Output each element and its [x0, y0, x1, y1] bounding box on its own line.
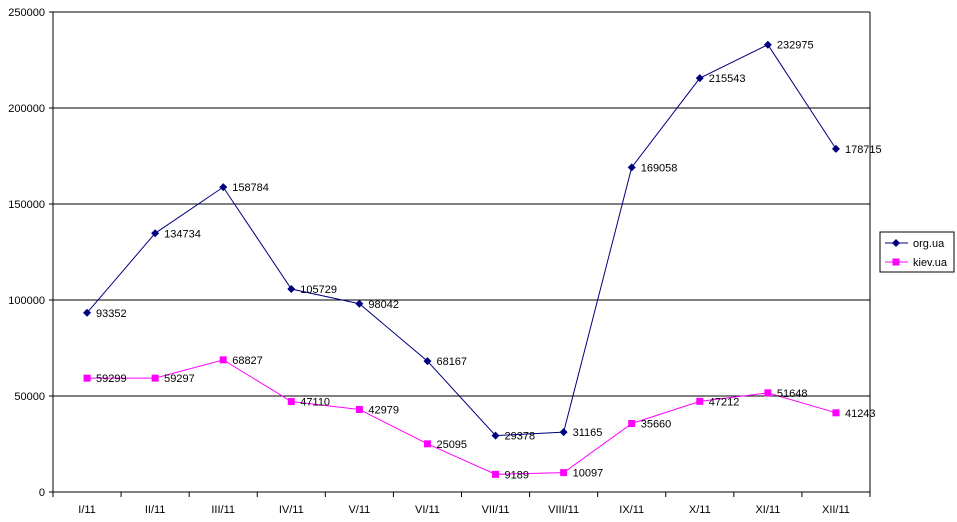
data-point-org.ua	[151, 229, 160, 238]
x-tick-label: V/11	[348, 504, 370, 516]
data-label-kiev.ua: 47212	[709, 396, 740, 408]
data-point-org.ua	[355, 299, 364, 308]
data-point-org.ua	[559, 428, 568, 437]
data-point-org.ua	[763, 40, 772, 49]
x-tick-label: I/11	[78, 504, 96, 516]
data-point-org.ua	[83, 308, 92, 317]
data-label-org.ua: 134734	[164, 228, 201, 240]
data-label-org.ua: 178715	[845, 144, 882, 156]
data-point-org.ua	[287, 285, 296, 294]
data-point-org.ua	[219, 183, 228, 192]
data-label-org.ua: 158784	[232, 182, 269, 194]
data-label-org.ua: 93352	[96, 308, 127, 320]
data-label-kiev.ua: 25095	[436, 439, 467, 451]
x-tick-label: VII/11	[482, 504, 510, 516]
legend-label-kiev.ua: kiev.ua	[913, 257, 948, 269]
legend-marker-org.ua	[892, 239, 900, 247]
x-tick-label: II/11	[145, 504, 166, 516]
data-label-kiev.ua: 47110	[300, 397, 330, 409]
data-point-org.ua	[423, 357, 432, 366]
y-tick-label: 150000	[8, 199, 45, 211]
data-label-org.ua: 68167	[436, 356, 467, 368]
data-point-org.ua	[695, 74, 704, 83]
x-tick-label: VI/11	[415, 504, 440, 516]
y-tick-label: 100000	[8, 295, 45, 307]
x-tick-label: III/11	[211, 504, 235, 516]
series-line-kiev.ua	[87, 359, 837, 475]
x-tick-label: IV/11	[279, 504, 304, 516]
data-point-kiev.ua	[832, 409, 840, 417]
data-label-kiev.ua: 59297	[164, 373, 195, 385]
x-tick-label: XII/11	[822, 504, 850, 516]
data-point-kiev.ua	[492, 470, 500, 478]
data-label-org.ua: 215543	[709, 73, 746, 85]
data-label-org.ua: 98042	[368, 299, 399, 311]
y-tick-label: 50000	[14, 391, 45, 403]
data-point-kiev.ua	[560, 469, 568, 477]
legend	[879, 231, 955, 273]
data-label-kiev.ua: 35660	[641, 419, 672, 431]
data-point-kiev.ua	[696, 397, 704, 405]
x-tick-label: X/11	[689, 504, 711, 516]
data-label-kiev.ua: 9189	[505, 469, 529, 481]
y-tick-label: 0	[39, 487, 45, 499]
data-label-org.ua: 105729	[300, 284, 337, 296]
data-label-kiev.ua: 10097	[573, 468, 604, 480]
data-label-kiev.ua: 68827	[232, 355, 263, 367]
legend-label-org.ua: org.ua	[913, 238, 945, 250]
data-label-kiev.ua: 42979	[368, 404, 399, 416]
data-point-kiev.ua	[423, 440, 431, 448]
data-label-kiev.ua: 59299	[96, 373, 127, 385]
data-label-org.ua: 232975	[777, 40, 814, 52]
data-point-org.ua	[491, 431, 500, 440]
x-tick-label: IX/11	[619, 504, 644, 516]
data-point-kiev.ua	[764, 389, 772, 397]
data-point-kiev.ua	[83, 374, 91, 382]
x-tick-label: VIII/11	[548, 504, 579, 516]
x-tick-label: XI/11	[755, 504, 780, 516]
y-tick-label: 250000	[8, 7, 45, 19]
data-label-kiev.ua: 41243	[845, 408, 876, 420]
data-label-kiev.ua: 51648	[777, 388, 808, 400]
data-label-org.ua: 31165	[573, 427, 603, 439]
y-tick-label: 200000	[8, 103, 45, 115]
data-point-kiev.ua	[151, 374, 159, 382]
data-point-kiev.ua	[287, 398, 295, 406]
series-line-org.ua	[86, 44, 837, 437]
data-point-kiev.ua	[628, 420, 636, 428]
data-point-kiev.ua	[355, 405, 363, 413]
data-point-kiev.ua	[219, 356, 227, 364]
data-point-org.ua	[627, 163, 636, 172]
legend-marker-kiev.ua	[892, 258, 900, 266]
data-point-org.ua	[831, 144, 840, 153]
data-label-org.ua: 29378	[505, 431, 536, 443]
data-label-org.ua: 169058	[641, 162, 678, 174]
